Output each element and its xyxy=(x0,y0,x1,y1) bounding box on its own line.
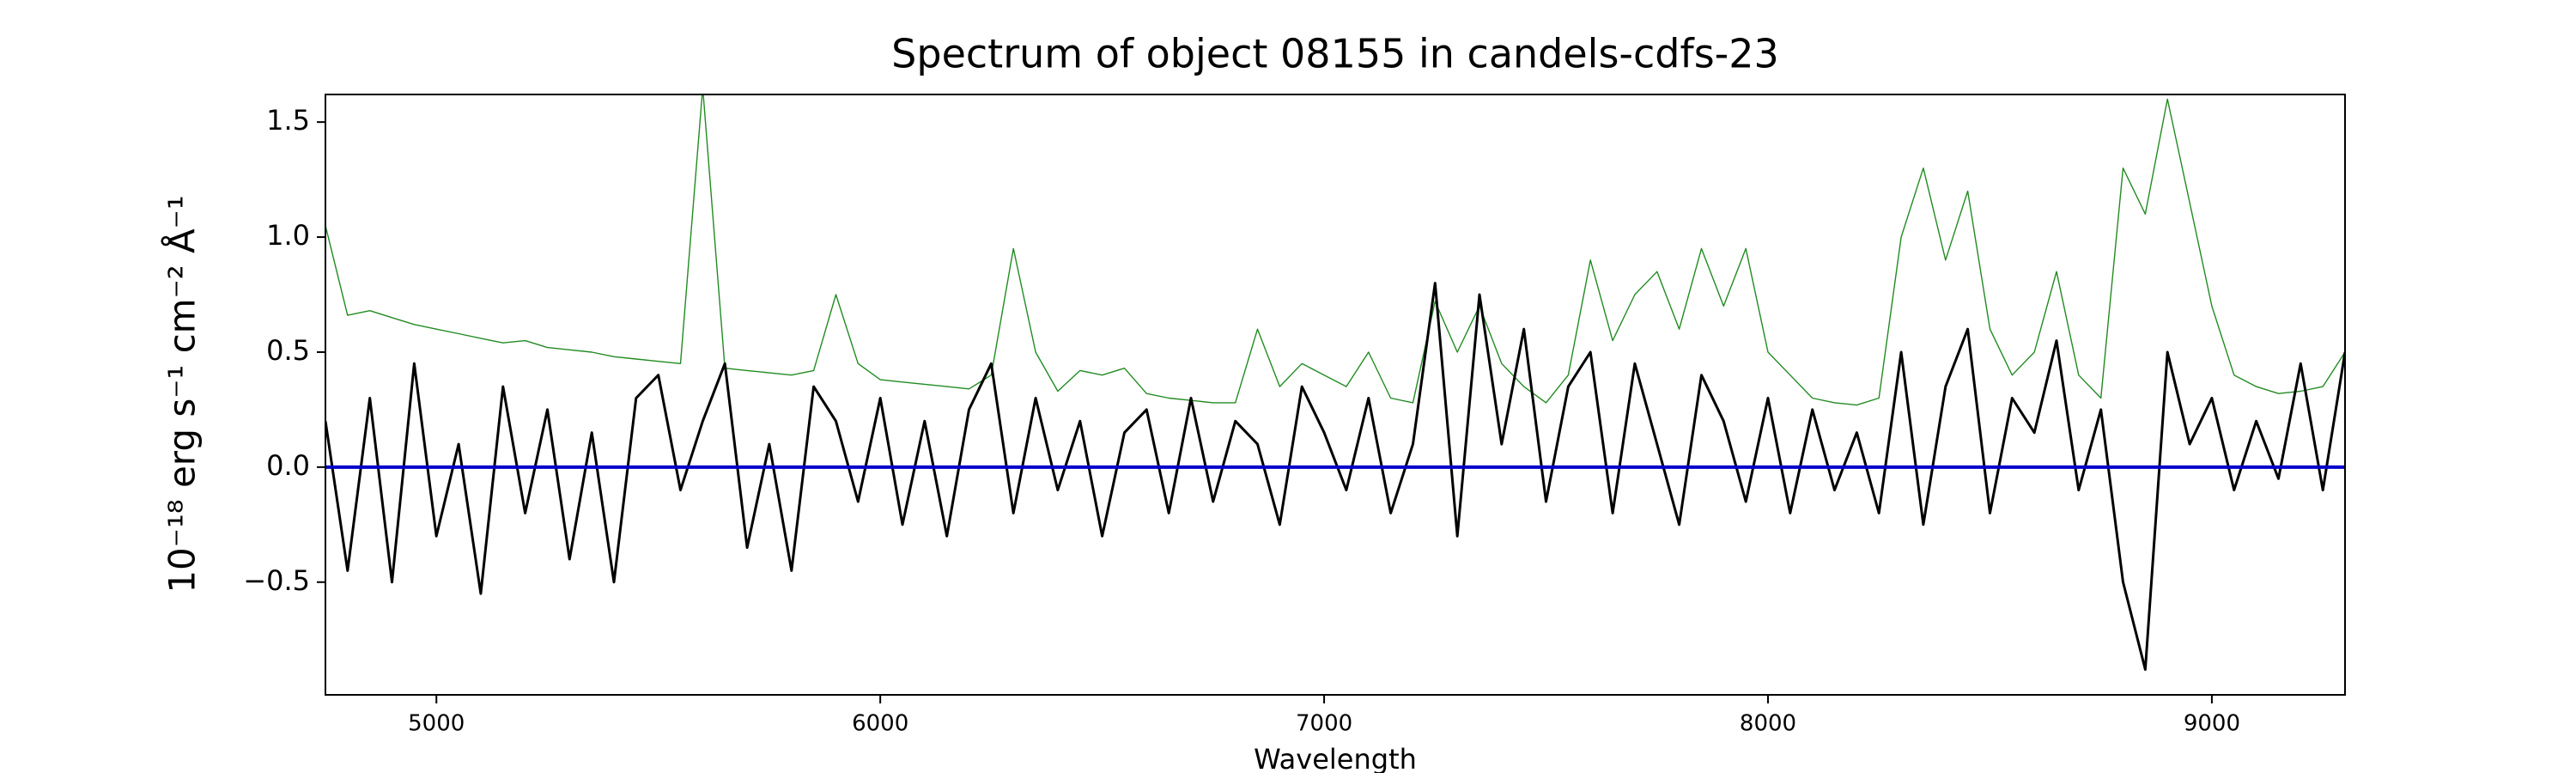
x-tick-label: 5000 xyxy=(408,711,465,737)
spectrum-line xyxy=(325,282,2345,671)
x-axis-label: Wavelength xyxy=(1254,743,1417,773)
chart-title: Spectrum of object 08155 in candels-cdfs… xyxy=(891,31,1779,77)
y-axis-label: 10⁻¹⁸ erg s⁻¹ cm⁻² Å⁻¹ xyxy=(161,195,204,593)
x-tick-label: 6000 xyxy=(852,711,908,737)
y-tick-label: 0.0 xyxy=(266,449,310,482)
x-tick-label: 7000 xyxy=(1296,711,1352,737)
x-tick-label: 8000 xyxy=(1740,711,1796,737)
y-tick-label: −0.5 xyxy=(243,564,310,597)
axes-frame xyxy=(325,94,2346,696)
x-tick-label: 9000 xyxy=(2184,711,2240,737)
y-tick-label: 1.0 xyxy=(266,219,310,252)
spectrum-line xyxy=(325,94,2345,406)
y-tick-label: 1.5 xyxy=(266,104,310,137)
plot-area xyxy=(325,94,2345,671)
y-tick-label: 0.5 xyxy=(266,334,310,367)
